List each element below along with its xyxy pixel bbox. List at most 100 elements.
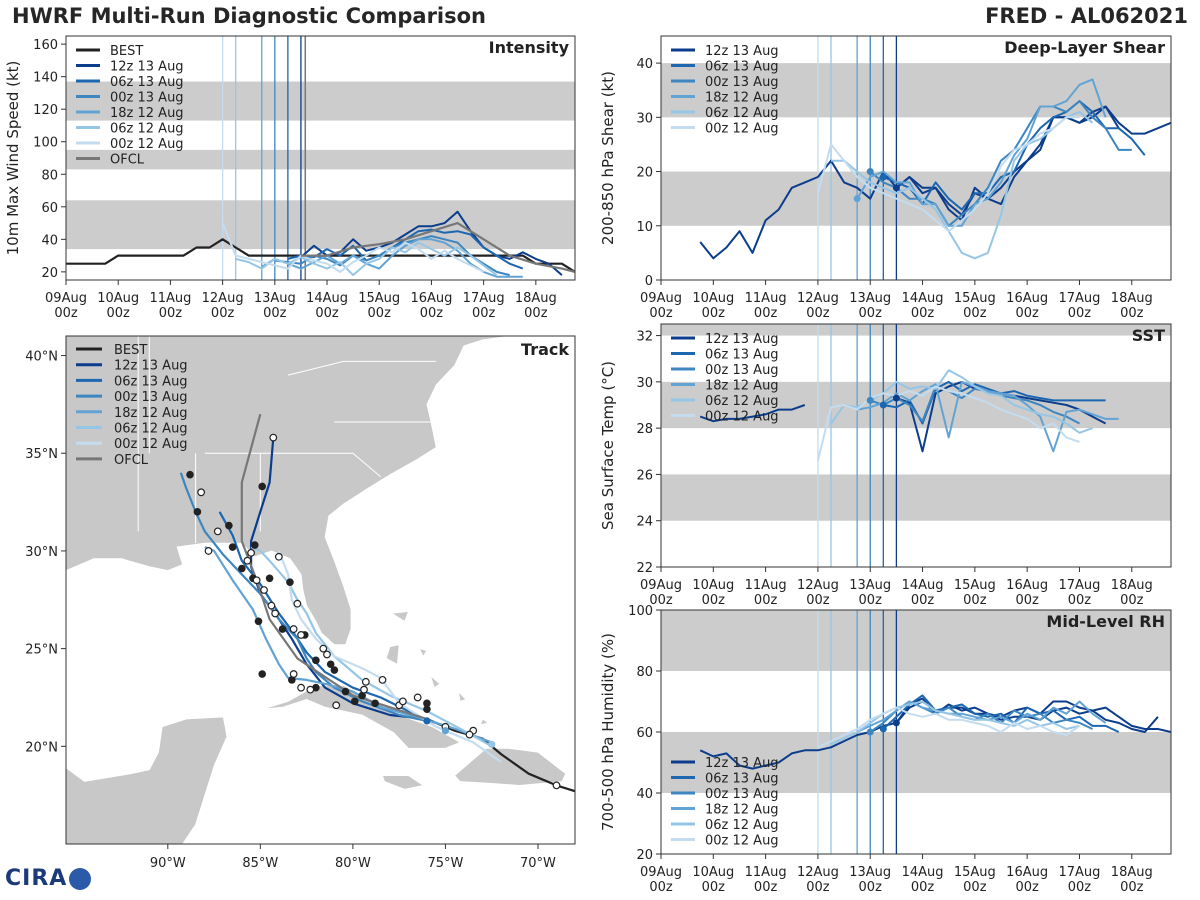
- x-tick-label: 16Aug: [1006, 578, 1048, 593]
- init-marker: [879, 173, 887, 181]
- x-tick-label: 00z: [1120, 593, 1144, 608]
- track-point-open: [197, 488, 206, 497]
- x-tick-label: 00z: [1015, 306, 1039, 321]
- state-border: [273, 452, 382, 478]
- init-marker: [892, 719, 900, 727]
- lat-label: 25°N: [25, 643, 58, 658]
- legend-label: 06z 12 Aug: [110, 122, 184, 137]
- init-marker: [866, 168, 874, 176]
- track-point-open: [267, 601, 276, 610]
- x-tick-label: 18Aug: [1111, 291, 1153, 306]
- y-tick-label: 40: [636, 57, 653, 72]
- series-line-r00z12: [817, 706, 1081, 749]
- shaded-band: [661, 610, 1171, 671]
- y-tick-label: 100: [33, 136, 58, 151]
- track-point-open: [297, 631, 305, 639]
- y-axis-label: 700-500 hPa Humidity (%): [599, 633, 617, 831]
- x-tick-label: 00z: [54, 306, 78, 321]
- x-tick-label: 09Aug: [640, 865, 682, 880]
- track-point-open: [323, 650, 331, 659]
- x-tick-label: 09Aug: [45, 291, 87, 306]
- track-point-filled: [228, 543, 237, 551]
- shaded-band: [66, 149, 575, 170]
- legend-label: 06z 12 Aug: [705, 106, 779, 121]
- series-line-r06z12: [830, 700, 1080, 746]
- track-point-open: [465, 730, 474, 739]
- x-tick-label: 00z: [1068, 593, 1092, 608]
- series-line-r00z12: [816, 116, 1080, 233]
- series-line-r00z12: [816, 385, 1080, 461]
- land-polygon: [479, 718, 489, 726]
- track-point-filled: [225, 521, 233, 530]
- series-line-r12z13: [300, 210, 563, 276]
- legend-label: 00z 12 Aug: [110, 137, 184, 152]
- x-tick-label: 00z: [806, 593, 830, 608]
- track-point-open: [289, 670, 298, 678]
- x-tick-label: 00z: [806, 880, 830, 895]
- legend-label: 00z 12 Aug: [705, 834, 779, 849]
- x-tick-label: 13Aug: [849, 865, 891, 880]
- track-point-filled: [258, 670, 266, 678]
- x-tick-label: 00z: [368, 306, 392, 321]
- x-tick-label: 00z: [911, 306, 935, 321]
- x-tick-label: 00z: [702, 880, 726, 895]
- legend-label: 00z 12 Aug: [114, 437, 188, 452]
- x-tick-label: 15Aug: [954, 578, 996, 593]
- init-marker: [853, 195, 861, 203]
- x-tick-label: 00z: [524, 306, 548, 321]
- panel-title: SST: [1132, 326, 1165, 345]
- track-point-filled: [330, 666, 339, 674]
- y-tick-label: 60: [41, 201, 58, 216]
- storm-title: FRED - AL062021: [985, 4, 1188, 28]
- track-point-filled: [423, 705, 431, 713]
- legend-label: 18z 12 Aug: [705, 379, 779, 394]
- series-line-r06z13: [882, 100, 1146, 211]
- x-tick-label: 00z: [420, 306, 444, 321]
- series-line-r06z12: [831, 110, 1094, 260]
- globe-icon: [69, 868, 92, 890]
- y-tick-label: 80: [636, 665, 653, 680]
- legend-label: 06z 13 Aug: [705, 60, 779, 75]
- legend-label: 06z 13 Aug: [705, 348, 779, 363]
- x-tick-label: 14Aug: [902, 291, 944, 306]
- legend-label: 18z 12 Aug: [110, 106, 184, 121]
- lat-label: 35°N: [25, 447, 58, 462]
- legend-label: 00z 13 Aug: [705, 787, 779, 802]
- lon-label: 70°W: [520, 856, 556, 871]
- x-tick-label: 11Aug: [745, 578, 787, 593]
- track-point-open: [293, 599, 302, 608]
- y-tick-label: 100: [628, 604, 653, 619]
- x-tick-label: 16Aug: [410, 291, 452, 306]
- land-polygon: [381, 775, 425, 790]
- init-marker: [879, 725, 887, 733]
- legend-label: 12z 13 Aug: [705, 44, 779, 59]
- track-point-filled: [288, 676, 296, 684]
- x-tick-label: 00z: [649, 306, 673, 321]
- legend-label: 12z 13 Aug: [114, 359, 188, 374]
- land-polygon: [66, 336, 511, 646]
- x-tick-label: 18Aug: [515, 291, 557, 306]
- x-tick-label: 10Aug: [692, 578, 734, 593]
- y-tick-label: 32: [636, 330, 653, 345]
- cira-logo: CIRA: [5, 866, 92, 891]
- x-tick-label: 00z: [1120, 880, 1144, 895]
- legend-label: 06z 12 Aug: [705, 394, 779, 409]
- legend-label: 06z 13 Aug: [110, 75, 184, 90]
- plot-area: [661, 36, 1171, 280]
- x-tick-label: 00z: [1120, 306, 1144, 321]
- track-point-open: [306, 685, 315, 694]
- legend-label: 18z 12 Aug: [705, 91, 779, 106]
- panel-title: Intensity: [489, 38, 570, 57]
- shaded-band: [66, 81, 575, 121]
- x-tick-label: 00z: [754, 880, 778, 895]
- track-point-open: [260, 586, 268, 594]
- track-point-open: [378, 675, 387, 684]
- x-tick-label: 00z: [754, 306, 778, 321]
- legend-label: 00z 13 Aug: [110, 91, 184, 106]
- x-tick-label: 00z: [859, 593, 883, 608]
- x-tick-label: 00z: [859, 880, 883, 895]
- track-point-filled: [312, 656, 320, 665]
- y-tick-label: 140: [33, 71, 58, 86]
- y-tick-label: 80: [41, 168, 58, 183]
- land-polygon: [385, 644, 400, 665]
